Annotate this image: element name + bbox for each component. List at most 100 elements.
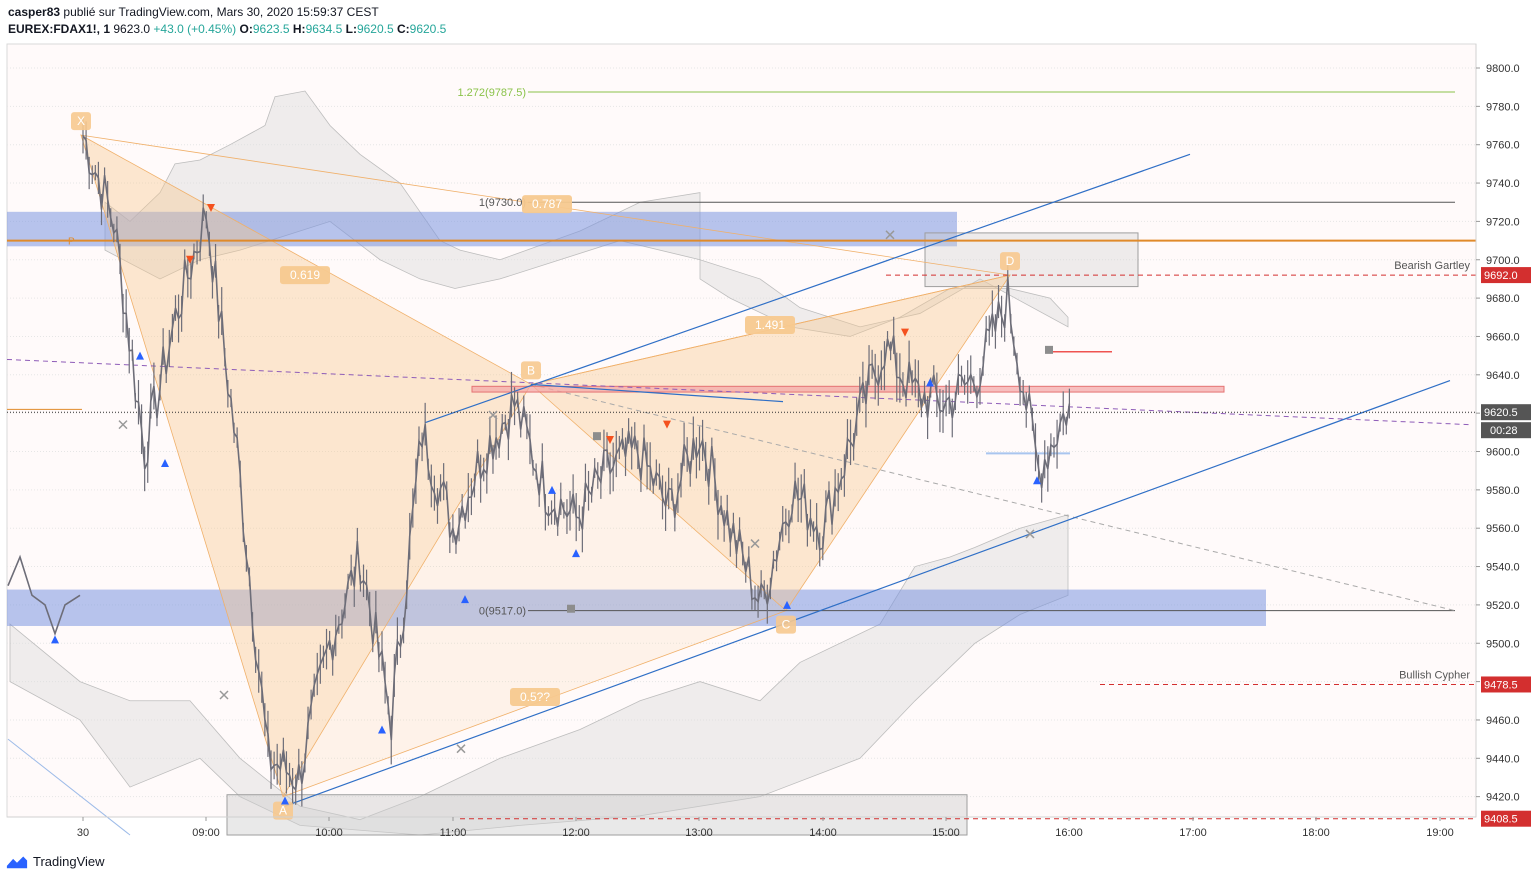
price-tick-label: 9780.0: [1486, 101, 1520, 113]
bearish-gartley-label: Bearish Gartley: [1394, 260, 1470, 272]
swing-low-marker: [281, 796, 289, 805]
purple-dashed-line: [6, 358, 1471, 426]
swing-low-marker: [461, 595, 469, 604]
cross-marker: [750, 539, 760, 549]
time-tick-label: 14:00: [809, 827, 837, 839]
pattern-point-c-badge: [776, 615, 796, 634]
price-change: +43.0 (+0.45%): [153, 22, 237, 36]
pattern-point-d-badge: [1000, 252, 1020, 271]
time-tick-label: 16:00: [1055, 827, 1083, 839]
pattern-point-a-badge: [273, 801, 293, 820]
swing-high-marker: [663, 420, 671, 429]
price-tick-label: 9560.0: [1486, 523, 1520, 535]
time-tick-label: 17:00: [1179, 827, 1207, 839]
fib-1-label: 1(9730.0): [479, 197, 526, 209]
swing-low-marker: [572, 549, 580, 558]
time-tick-label: 30: [77, 827, 89, 839]
resistance-band: [471, 385, 1225, 393]
tradingview-branding[interactable]: TradingView: [6, 854, 105, 869]
price-tick-label: 9700.0: [1486, 255, 1520, 267]
fib-1272-label: 1.272(9787.5): [458, 87, 527, 99]
ratio-1491: 1.491: [755, 318, 785, 332]
swing-low-marker: [548, 485, 556, 494]
swing-high-marker: [606, 435, 614, 444]
author-name[interactable]: casper83: [8, 5, 61, 19]
price-tick-label: 9600.0: [1486, 447, 1520, 459]
price-tick-label: 9520.0: [1486, 600, 1520, 612]
pattern-point-b-badge: [521, 361, 541, 380]
ratio-0619-badge: [280, 266, 330, 285]
pattern-point-x-badge: [71, 112, 91, 131]
time-tick-label: 18:00: [1302, 827, 1330, 839]
price-tick-label: 9460.0: [1486, 715, 1520, 727]
pattern-triangle-abc: [283, 384, 786, 797]
ratio-0787: 0.787: [532, 197, 562, 211]
price-label-badge: [1481, 267, 1531, 284]
time-tick-label: 12:00: [562, 827, 590, 839]
pattern-point-x-label: X: [77, 114, 85, 128]
pivot-marker: P: [68, 237, 75, 248]
close-label: C:: [396, 22, 410, 36]
price-label-badge: [1481, 404, 1531, 421]
time-tick-label: 13:00: [685, 827, 713, 839]
tradingview-brand: TradingView: [33, 854, 105, 869]
price-label: 9478.5: [1484, 679, 1518, 691]
tradingview-logo-icon: [6, 856, 28, 868]
low-label: L:: [345, 22, 357, 36]
close-value: 9620.5: [409, 22, 447, 36]
pattern-point-b-label: B: [527, 363, 535, 377]
price-tick-label: 9660.0: [1486, 331, 1520, 343]
upper-channel-line: [424, 153, 1191, 424]
low-value: 9620.5: [356, 22, 394, 36]
swing-low-marker: [926, 378, 934, 387]
publish-date: publié sur TradingView.com, Mars 30, 202…: [63, 5, 379, 19]
b-trendline: [530, 383, 784, 403]
symbol-label: EUREX:FDAX1!, 1: [8, 22, 111, 36]
pattern-point-a-label: A: [279, 804, 287, 818]
time-tick-label: 19:00: [1426, 827, 1454, 839]
open-value: 9623.5: [252, 22, 290, 36]
swing-low-marker: [136, 351, 144, 360]
ratio-0619: 0.619: [290, 268, 320, 282]
cross-marker: [1025, 529, 1035, 539]
swing-low-marker: [378, 725, 386, 734]
cross-marker: [219, 690, 229, 700]
bottom-box: [226, 794, 968, 836]
swing-low-marker: [1033, 476, 1041, 485]
price-label: 9408.5: [1484, 814, 1518, 826]
swing-low-marker: [51, 635, 59, 644]
price-label-badge: [1481, 810, 1531, 827]
pattern-point-d-label: D: [1006, 254, 1015, 268]
cross-marker: [118, 420, 128, 430]
price-tick-label: 9420.0: [1486, 792, 1520, 804]
high-label: H:: [292, 22, 306, 36]
ratio-1491-badge: [745, 315, 795, 334]
price-tick-label: 9640.0: [1486, 370, 1520, 382]
countdown-badge: [1481, 422, 1531, 439]
square-marker: [1045, 345, 1053, 354]
swing-low-marker: [783, 600, 791, 609]
plot-area: [6, 43, 1477, 818]
time-tick-label: 11:00: [440, 827, 467, 839]
price-tick-label: 9800.0: [1486, 63, 1520, 75]
lower-left-line: [7, 738, 131, 836]
demand-zone: [7, 589, 1266, 626]
projection-dashed-line: [530, 383, 1456, 612]
open-label: O:: [239, 22, 253, 36]
prz-box: [924, 232, 1139, 288]
cross-marker: [456, 744, 466, 754]
time-tick-label: 10:00: [315, 827, 343, 839]
price-label-badge: [1481, 676, 1531, 693]
price-label: 9620.5: [1484, 407, 1518, 419]
price-tick-label: 9500.0: [1486, 638, 1520, 650]
pattern-point-c-label: C: [782, 618, 791, 632]
lower-channel-line: [284, 379, 1451, 807]
time-tick-label: 15:00: [932, 827, 960, 839]
price-tick-label: 9580.0: [1486, 485, 1520, 497]
square-marker: [593, 432, 601, 441]
price-tick-label: 9540.0: [1486, 562, 1520, 574]
bullish-cypher-label: Bullish Cypher: [1399, 669, 1470, 681]
publish-info: casper83 publié sur TradingView.com, Mar…: [8, 5, 379, 19]
swing-high-marker: [186, 255, 194, 264]
